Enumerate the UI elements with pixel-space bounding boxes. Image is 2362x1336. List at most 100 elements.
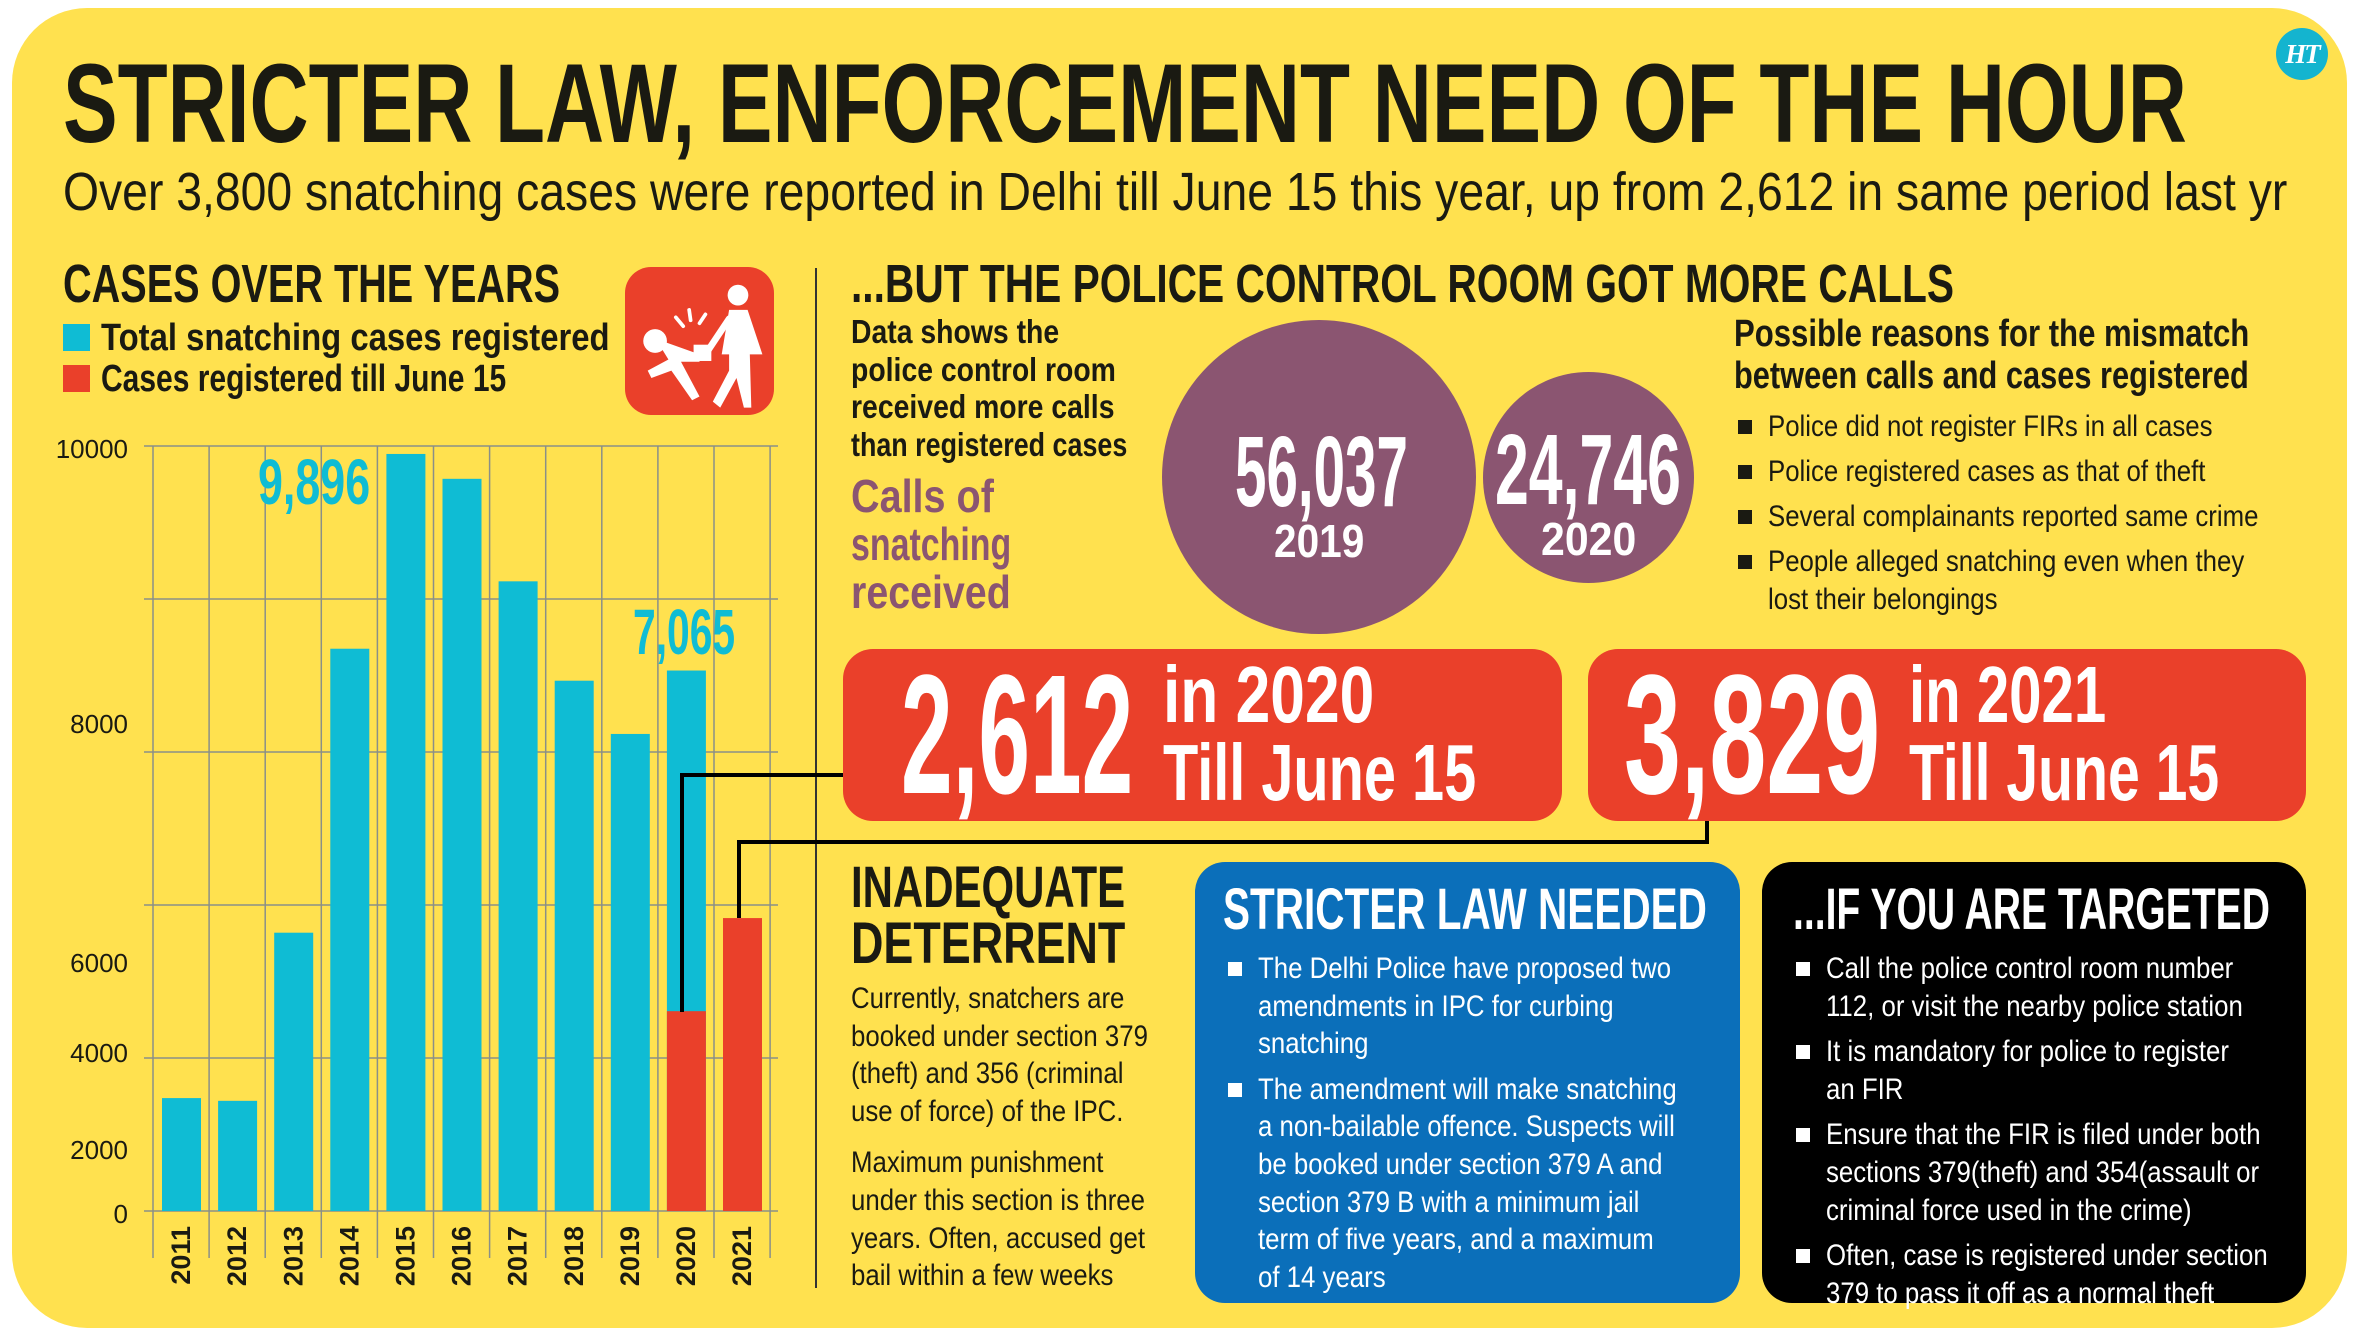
targeted-item-line: It is mandatory for police to register	[1826, 1033, 2340, 1071]
calls-intro-line: received more calls	[851, 388, 1190, 426]
bullet-square-icon	[1796, 1249, 1810, 1264]
deterrent-title-line: INADEQUATE	[851, 859, 1230, 917]
deterrent-line: years. Often, accused get	[851, 1220, 1196, 1258]
deterrent-line: use of force) of the IPC.	[851, 1093, 1196, 1131]
x-tick-label: 2019	[615, 1226, 645, 1286]
reasons-title-line: between calls and cases registered	[1734, 355, 2362, 397]
till-june-box-2020: 2,612 in 2020 Till June 15	[843, 649, 1562, 821]
targeted-item-line-text: Ensure that the FIR is filed under both	[1826, 1118, 2261, 1152]
targeted-item-line: criminal force used in the crime)	[1826, 1192, 2340, 1230]
x-tick-label: 2015	[390, 1226, 420, 1286]
targeted-item-line-text: Often, case is registered under section	[1826, 1239, 2268, 1273]
bar-total-2017	[498, 581, 538, 1211]
deterrent-body: Currently, snatchers are booked under sec…	[851, 980, 1196, 1309]
reason-item-line: Several complainants reported same crime	[1768, 498, 2338, 536]
bullet-square-icon	[1796, 962, 1810, 976]
calls-year-2019: 2019	[1274, 515, 1365, 567]
reason-item-line-text: lost their belongings	[1768, 582, 1998, 616]
calls-intro-line: than registered cases	[851, 426, 1190, 464]
page-title: STRICTER LAW, ENFORCEMENT NEED OF THE HO…	[63, 41, 2187, 166]
deterrent-title: INADEQUATE DETERRENT	[851, 859, 1230, 976]
stricter-law-item-line: snatching	[1258, 1025, 1745, 1063]
reason-item-line-text: Police registered cases as that of theft	[1768, 455, 2206, 489]
y-tick-label: 6000	[70, 948, 128, 978]
calls-title: ...BUT THE POLICE CONTROL ROOM GOT MORE …	[851, 254, 1954, 314]
calls-intro: Data shows the police control room receive…	[851, 313, 1190, 463]
targeted-item-line-text: Call the police control room number	[1826, 952, 2234, 985]
till-june-value-2021: 3,829	[1624, 640, 1881, 830]
reason-item-line: Police did not register FIRs in all case…	[1768, 408, 2338, 446]
ht-logo-text: HT	[2285, 39, 2320, 69]
x-tick-label: 2016	[447, 1226, 477, 1286]
bar-total-2014	[330, 648, 370, 1211]
stricter-law-item-line: term of five years, and a maximum	[1258, 1221, 1745, 1259]
connector-2020	[680, 773, 845, 1012]
x-tick-label: 2014	[334, 1226, 364, 1286]
calls-year-2020: 2020	[1541, 513, 1637, 565]
bullet-square-icon	[1738, 510, 1752, 525]
reason-item-line: People alleged snatching even when they	[1768, 543, 2338, 581]
reasons-title-line-text: between calls and cases registered	[1734, 355, 2249, 397]
stricter-law-item-line-text: of 14 years	[1258, 1260, 1386, 1294]
bar-total-2012	[218, 1100, 258, 1211]
deterrent-line: (theft) and 356 (criminal	[851, 1055, 1196, 1093]
reason-item-line-text: Police did not register FIRs in all case…	[1768, 410, 2213, 443]
reason-item: People alleged snatching even when they l…	[1738, 543, 2338, 619]
y-tick-label: 0	[114, 1199, 128, 1229]
deterrent-line-text: years. Often, accused get	[851, 1221, 1145, 1255]
stricter-law-list: The Delhi Police have proposed two amendm…	[1228, 950, 1745, 1304]
stricter-law-item: The Delhi Police have proposed two amendm…	[1228, 950, 1745, 1063]
x-tick-label: 2020	[671, 1226, 701, 1286]
bullet-square-icon	[1228, 962, 1242, 976]
targeted-box: ...IF YOU ARE TARGETED Call the police c…	[1762, 862, 2306, 1310]
stricter-law-item-line: a non-bailable offence. Suspects will	[1258, 1108, 1745, 1146]
reason-item: Police registered cases as that of theft	[1738, 453, 2338, 491]
reason-item-line-text: People alleged snatching even when they	[1768, 545, 2245, 579]
targeted-item-line: Often, case is registered under section	[1826, 1237, 2340, 1275]
deterrent-line-text: booked under section 379	[851, 1019, 1148, 1053]
cases-title: CASES OVER THE YEARS	[63, 254, 561, 314]
till-june-year-2020: in 2020	[1163, 650, 1375, 739]
till-june-year-2021: in 2021	[1909, 650, 2107, 739]
deterrent-title-line-text: DETERRENT	[851, 911, 1126, 976]
stricter-law-item-line: be booked under section 379 A and	[1258, 1146, 1745, 1184]
bullet-square-icon	[1738, 465, 1752, 480]
y-tick-label: 4000	[70, 1038, 128, 1068]
deterrent-line-text: use of force) of the IPC.	[851, 1094, 1124, 1128]
till-june-date-2020: Till June 15	[1163, 728, 1477, 817]
calls-label-line: snatching	[851, 520, 1068, 568]
x-tick-label: 2011	[166, 1226, 196, 1285]
data-label-2015: 9,896	[258, 446, 371, 518]
calls-intro-line: Data shows the	[851, 313, 1190, 351]
reasons-list: Police did not register FIRs in all case…	[1738, 408, 2338, 626]
legend-swatch-total	[63, 324, 90, 351]
reasons-title-line: Possible reasons for the mismatch	[1734, 313, 2362, 355]
targeted-item: Ensure that the FIR is filed under both s…	[1796, 1116, 2340, 1230]
reason-item: Several complainants reported same crime	[1738, 498, 2338, 536]
calls-intro-line-text: police control room	[851, 350, 1116, 388]
deterrent-paragraph: Currently, snatchers are booked under sec…	[851, 980, 1196, 1130]
targeted-item-line: 112, or visit the nearby police station	[1826, 988, 2340, 1026]
stricter-law-item-line-text: The Delhi Police have proposed two	[1258, 952, 1672, 985]
reason-item-line: lost their belongings	[1768, 581, 2338, 619]
stricter-law-item-line: The Delhi Police have proposed two	[1258, 950, 1745, 988]
y-tick-label: 2000	[70, 1135, 128, 1165]
bar-total-2019	[610, 733, 650, 1211]
targeted-item: Often, case is registered under section 3…	[1796, 1237, 2340, 1312]
legend-label-total: Total snatching cases registered	[101, 317, 610, 359]
bar-total-2015	[386, 453, 426, 1211]
reason-item-line-text: Several complainants reported same crime	[1768, 500, 2259, 534]
targeted-item-line: Call the police control room number	[1826, 950, 2340, 988]
calls-circle-2019: 56,037 2019	[1162, 320, 1476, 634]
reasons-title-line-text: Possible reasons for the mismatch	[1734, 313, 2250, 355]
stricter-law-item-line-text: a non-bailable offence. Suspects will	[1258, 1110, 1675, 1144]
stricter-law-item-line-text: term of five years, and a maximum	[1258, 1223, 1654, 1257]
bar-till-june-2021	[723, 918, 762, 1211]
deterrent-line: Currently, snatchers are	[851, 980, 1196, 1018]
stricter-law-title: STRICTER LAW NEEDED	[1223, 877, 1707, 942]
calls-label-line-text: snatching	[851, 518, 1012, 570]
calls-intro-line: police control room	[851, 351, 1190, 389]
calls-circle-2020: 24,746 2020	[1483, 372, 1694, 583]
calls-label-line-text: received	[851, 566, 1011, 618]
